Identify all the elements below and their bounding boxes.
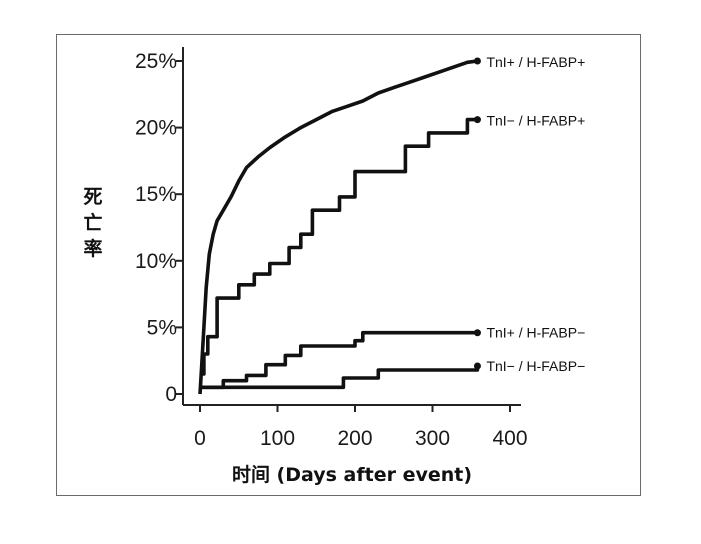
y-axis-title: 死亡率: [83, 186, 102, 260]
y-tick-label: 25%: [135, 50, 177, 73]
axes: [182, 47, 521, 406]
series-line: [200, 330, 478, 390]
x-ticks: 0 100 200 300 400: [194, 405, 528, 450]
y-ticks: 0 5% 10% 15% 20% 25%: [135, 50, 183, 406]
x-axis-title: 时间 (Days after event): [232, 464, 472, 486]
x-tick-label: 300: [415, 427, 450, 450]
series-layer: [198, 57, 481, 395]
series-line: [198, 59, 478, 395]
y-tick-label: 10%: [135, 250, 177, 273]
series-end-point: [473, 362, 481, 370]
series-line: [200, 366, 480, 390]
y-axis-title-char: 率: [83, 237, 102, 260]
y-tick-label: 5%: [147, 316, 177, 339]
series-end-point: [473, 329, 481, 337]
chart-frame: [56, 34, 641, 496]
x-tick-label: 200: [337, 427, 372, 450]
x-tick-label: 0: [194, 427, 206, 450]
series-end-point: [473, 57, 481, 65]
series-end-point: [473, 116, 481, 124]
y-tick-label: 15%: [135, 183, 177, 206]
y-axis-title-char: 死: [83, 186, 102, 208]
series-labels: TnI+ / H-FABP+ TnI− / H-FABP+ TnI+ / H-FAB…: [486, 54, 585, 374]
series-label: TnI− / H-FABP−: [486, 358, 585, 374]
y-axis-title-char: 亡: [83, 211, 102, 234]
y-tick-label: 20%: [135, 117, 177, 140]
series-line: [200, 117, 478, 376]
y-tick-label: 0: [165, 383, 177, 406]
x-tick-label: 100: [260, 427, 295, 450]
x-tick-label: 400: [492, 427, 527, 450]
series-label: TnI+ / H-FABP+: [486, 54, 585, 70]
series-label: TnI+ / H-FABP−: [486, 325, 585, 341]
series-label: TnI− / H-FABP+: [486, 113, 585, 129]
